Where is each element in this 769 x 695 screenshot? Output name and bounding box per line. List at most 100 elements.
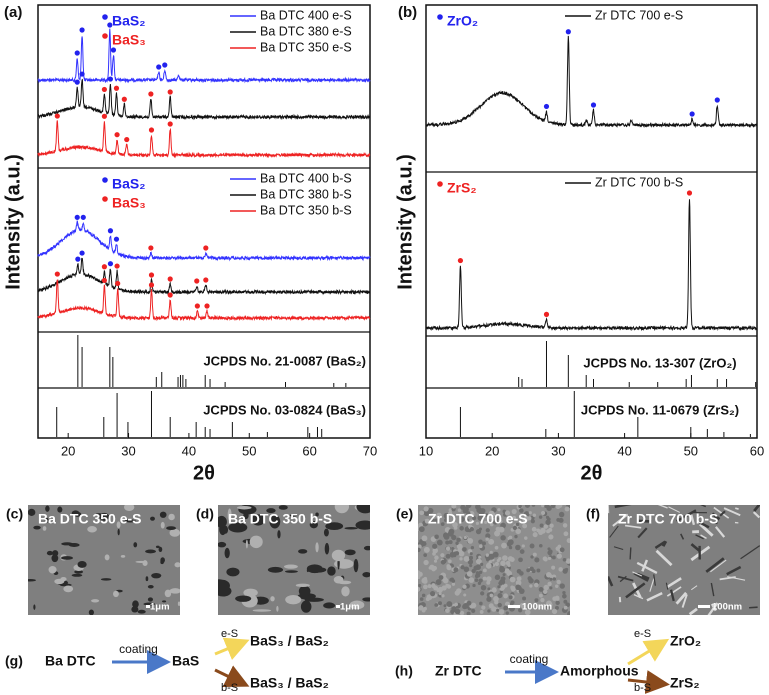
grain (438, 591, 442, 596)
grain (481, 605, 486, 610)
grain (515, 528, 522, 535)
pore (353, 558, 359, 573)
grain (499, 520, 503, 524)
grain (445, 553, 451, 559)
grain (499, 590, 503, 594)
grain (423, 559, 429, 566)
grain (497, 585, 501, 589)
grain (558, 517, 564, 523)
image-title: Zr DTC 700 e-S (428, 511, 528, 527)
peak-marker (80, 214, 86, 220)
grain (447, 559, 452, 564)
flake (661, 540, 668, 547)
pore (243, 588, 258, 597)
branch-product: BaS₃ / BaS₂ (250, 633, 329, 649)
grain (465, 518, 470, 523)
grain (449, 551, 456, 558)
grain (418, 587, 421, 592)
pore (169, 588, 180, 594)
grain (478, 555, 482, 559)
grain (446, 601, 453, 607)
grain (516, 568, 522, 574)
pore (235, 595, 252, 602)
grain (489, 522, 494, 527)
flake (665, 582, 669, 590)
scheme-label: (h) (395, 663, 413, 679)
grain (526, 568, 531, 573)
peak-marker (194, 303, 200, 309)
grain (497, 508, 501, 512)
legend-marker (102, 177, 108, 183)
pore (159, 511, 167, 518)
grain (532, 532, 538, 538)
grain (418, 605, 424, 611)
xrd-trace (37, 120, 371, 159)
flake (700, 534, 707, 539)
peak-marker (543, 103, 550, 110)
grain (508, 595, 513, 600)
grain (485, 553, 490, 557)
grain (449, 578, 453, 582)
pore (362, 572, 370, 578)
grain (494, 545, 499, 550)
grain (547, 556, 552, 560)
peak-marker (148, 91, 154, 97)
pore (283, 564, 298, 569)
grain (524, 505, 530, 508)
peak-marker (543, 311, 550, 317)
grain (529, 543, 535, 549)
grain (419, 597, 424, 601)
pore (33, 525, 41, 530)
grain (563, 599, 568, 604)
grain (541, 505, 545, 508)
grain (418, 526, 425, 533)
grain (557, 544, 562, 549)
grain (436, 539, 443, 546)
grain (567, 611, 570, 615)
grain (545, 519, 551, 525)
flake (711, 512, 721, 521)
grain (423, 546, 430, 553)
peak-marker (565, 29, 571, 35)
flake (735, 507, 739, 510)
grain (550, 505, 556, 509)
grain (549, 523, 554, 528)
grain (440, 559, 446, 565)
peak-marker (75, 256, 81, 262)
legend-label: ZrO₂ (447, 13, 478, 29)
grain (496, 608, 500, 612)
pore (113, 590, 119, 598)
peak-marker (686, 190, 693, 196)
pore (278, 505, 288, 510)
pore (124, 519, 136, 523)
grain (478, 527, 482, 531)
legend-label: Zr DTC 700 b-S (595, 175, 683, 189)
grain (469, 564, 473, 568)
pore (266, 508, 276, 514)
pore (285, 595, 302, 605)
grain (547, 550, 553, 556)
flake (666, 586, 682, 597)
grain (493, 595, 499, 602)
legend-marker (102, 14, 108, 20)
flake (691, 585, 698, 591)
legend-label: BaS₂ (112, 176, 145, 192)
grain (448, 540, 453, 545)
x-axis-label: 2θ (193, 462, 215, 484)
pore (73, 511, 82, 517)
pore (325, 522, 344, 530)
grain (504, 510, 511, 516)
pore (169, 528, 180, 537)
pore (54, 578, 65, 585)
flake (625, 582, 646, 599)
pore (331, 549, 346, 562)
grain (515, 544, 521, 551)
grain (440, 553, 445, 558)
reference-label: JCPDS No. 03-0824 (BaS₃) (203, 402, 366, 417)
pore (218, 541, 227, 548)
grain (543, 505, 549, 509)
peak-marker (79, 27, 85, 33)
grain (505, 611, 509, 615)
reference-label: JCPDS No. 11-0679 (ZrS₂) (581, 402, 739, 417)
grain (438, 601, 442, 606)
